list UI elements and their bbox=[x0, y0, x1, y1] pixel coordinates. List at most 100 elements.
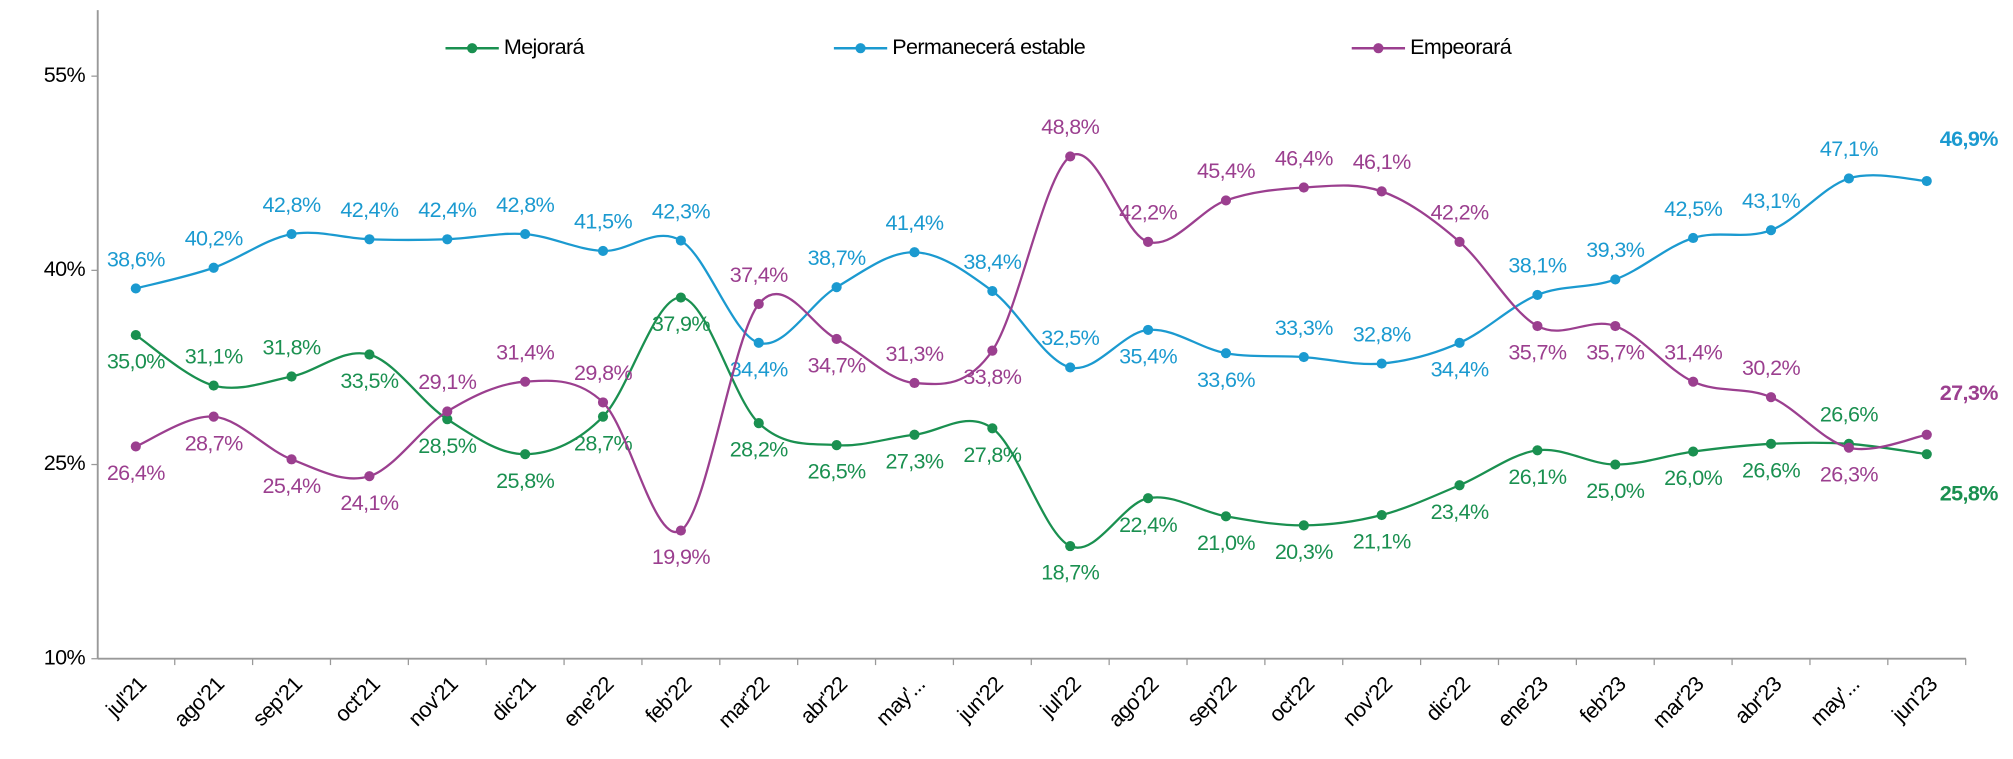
x-tick-label: jul'22 bbox=[1035, 671, 1086, 722]
value-label: 28,2% bbox=[730, 437, 788, 462]
x-tick-label: abr'22 bbox=[795, 671, 852, 728]
value-label: 34,7% bbox=[808, 353, 866, 378]
point bbox=[1298, 182, 1309, 193]
value-label: 46,1% bbox=[1353, 149, 1411, 174]
value-label: 21,0% bbox=[1197, 530, 1255, 555]
y-tick-label: 10% bbox=[44, 644, 86, 669]
point bbox=[1298, 520, 1309, 531]
value-label: 27,3% bbox=[885, 448, 943, 473]
point bbox=[1143, 236, 1154, 247]
series-line bbox=[135, 153, 1927, 534]
x-tick-label: jun'22 bbox=[952, 671, 1008, 727]
point bbox=[1454, 236, 1465, 247]
point bbox=[831, 333, 842, 345]
y-tick-label: 40% bbox=[44, 256, 86, 281]
value-label: 38,1% bbox=[1508, 253, 1566, 278]
point bbox=[1220, 348, 1232, 359]
point bbox=[442, 406, 453, 417]
point bbox=[130, 283, 141, 294]
point bbox=[520, 229, 531, 240]
value-label: 29,8% bbox=[574, 360, 632, 385]
x-tick-label: oct'22 bbox=[1264, 671, 1319, 726]
x-tick-label: feb'22 bbox=[640, 671, 696, 727]
x-tick-label: abr'23 bbox=[1729, 671, 1786, 728]
value-label: 25,4% bbox=[263, 473, 321, 498]
value-label: 42,8% bbox=[263, 192, 321, 217]
point bbox=[1765, 438, 1777, 449]
value-label: 46,9% bbox=[1940, 126, 1998, 151]
value-label: 39,3% bbox=[1586, 237, 1644, 262]
value-label: 37,4% bbox=[730, 262, 788, 287]
x-tick-label: dic'21 bbox=[486, 671, 540, 725]
value-label: 42,5% bbox=[1664, 196, 1722, 221]
x-tick-label: oct'21 bbox=[329, 671, 384, 726]
value-label: 18,7% bbox=[1041, 560, 1099, 585]
value-label: 42,3% bbox=[652, 198, 710, 223]
x-tick-label: jul'21 bbox=[100, 671, 151, 722]
point bbox=[1688, 446, 1699, 457]
point bbox=[1843, 173, 1854, 184]
point bbox=[597, 411, 609, 422]
point bbox=[208, 262, 219, 273]
value-label: 48,8% bbox=[1041, 114, 1099, 139]
value-label: 42,8% bbox=[496, 192, 554, 217]
value-label: 25,8% bbox=[496, 468, 554, 493]
legend-label: Mejorará bbox=[504, 34, 585, 59]
x-tick-label: ago'21 bbox=[169, 671, 229, 731]
x-tick-label: may'... bbox=[871, 671, 930, 730]
point bbox=[1843, 442, 1854, 453]
point bbox=[208, 380, 219, 391]
x-tick-label: ene'22 bbox=[558, 671, 618, 731]
point bbox=[1376, 509, 1387, 521]
value-label: 31,1% bbox=[185, 343, 243, 368]
value-label: 45,4% bbox=[1197, 158, 1255, 183]
value-label: 33,6% bbox=[1197, 367, 1255, 392]
point bbox=[675, 235, 686, 246]
value-label: 19,9% bbox=[652, 544, 710, 569]
legend-marker bbox=[855, 43, 866, 54]
value-label: 28,7% bbox=[574, 430, 632, 455]
value-label: 20,3% bbox=[1275, 539, 1333, 564]
value-label: 35,7% bbox=[1586, 340, 1644, 365]
value-label: 26,5% bbox=[808, 459, 866, 484]
point bbox=[1220, 511, 1232, 522]
point bbox=[1454, 480, 1465, 491]
value-label: 31,3% bbox=[885, 341, 943, 366]
point bbox=[675, 525, 686, 536]
point bbox=[1065, 362, 1076, 373]
value-label: 34,4% bbox=[1431, 356, 1489, 381]
point bbox=[597, 245, 609, 257]
value-label: 38,7% bbox=[808, 245, 866, 270]
value-label: 41,5% bbox=[574, 209, 632, 234]
point bbox=[1143, 493, 1154, 504]
point bbox=[909, 377, 920, 389]
value-label: 27,8% bbox=[963, 442, 1021, 467]
point bbox=[753, 418, 764, 429]
value-label: 35,4% bbox=[1119, 344, 1177, 369]
point bbox=[1454, 337, 1465, 348]
value-label: 28,7% bbox=[185, 430, 243, 455]
point bbox=[1765, 225, 1777, 236]
x-tick-label: sep'21 bbox=[247, 671, 306, 730]
value-label: 37,9% bbox=[652, 311, 710, 336]
point bbox=[831, 282, 842, 293]
value-label: 42,2% bbox=[1119, 200, 1177, 225]
value-label: 31,4% bbox=[496, 339, 554, 364]
x-tick-label: nov'21 bbox=[403, 671, 462, 730]
point bbox=[1298, 352, 1309, 363]
y-tick-label: 25% bbox=[44, 450, 86, 475]
value-label: 23,4% bbox=[1431, 499, 1489, 524]
point bbox=[1610, 274, 1621, 285]
x-tick-label: ene'23 bbox=[1492, 671, 1553, 732]
value-label: 25,0% bbox=[1586, 478, 1644, 503]
value-label: 26,4% bbox=[107, 460, 165, 485]
point bbox=[1376, 186, 1387, 197]
point bbox=[1220, 195, 1232, 206]
point bbox=[1688, 232, 1699, 244]
x-tick-label: mar'22 bbox=[713, 671, 774, 732]
value-label: 30,2% bbox=[1742, 355, 1800, 380]
x-tick-label: sep'22 bbox=[1182, 671, 1241, 730]
x-tick-label: may'... bbox=[1805, 671, 1864, 730]
point bbox=[1065, 541, 1076, 552]
